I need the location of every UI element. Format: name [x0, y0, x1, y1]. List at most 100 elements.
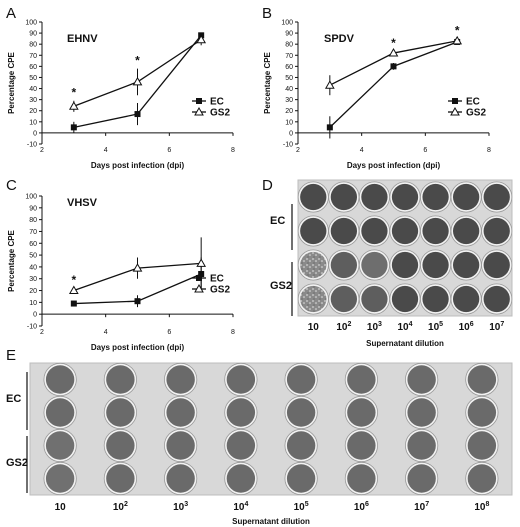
- chart-panel-b: B SPDV -10 0 10 20 30 40 50 60 70 80 90 100 2 4 6 8 Days p…: [262, 5, 491, 170]
- well: [361, 183, 388, 211]
- dilution-label: 105: [428, 321, 443, 333]
- significance-star: *: [135, 54, 140, 68]
- y-tick-label: 100: [25, 194, 37, 201]
- y-tick-label: 10: [285, 119, 293, 126]
- data-point: [68, 285, 79, 295]
- dilution-base: 10: [474, 502, 486, 513]
- well: [286, 365, 316, 394]
- row-group-label: GS2: [270, 280, 292, 292]
- legend-marker: [194, 283, 204, 293]
- well: [166, 464, 195, 493]
- y-tick-label: 0: [289, 130, 293, 137]
- well: [330, 251, 358, 279]
- data-point: [134, 111, 141, 118]
- x-tick-label: 6: [423, 147, 427, 154]
- x-tick-label: 8: [231, 329, 235, 336]
- x-tick-label: 2: [40, 329, 44, 336]
- y-tick-label: 60: [285, 64, 293, 71]
- dilution-exponent: 3: [378, 321, 382, 328]
- y-tick-label: 50: [285, 75, 293, 82]
- dilution-label: 105: [294, 501, 309, 513]
- well: [300, 251, 327, 279]
- x-tick-label: 2: [296, 147, 300, 154]
- chart-title: SPDV: [324, 33, 355, 45]
- well: [347, 398, 376, 427]
- well: [45, 398, 75, 427]
- well: [467, 431, 497, 460]
- well: [286, 431, 316, 460]
- dilution-exponent: 7: [500, 321, 504, 328]
- well: [452, 217, 480, 245]
- y-tick-label: 30: [29, 276, 37, 283]
- dilution-exponent: 5: [439, 321, 443, 328]
- y-tick-label: -10: [283, 142, 293, 149]
- well: [467, 464, 497, 493]
- data-point: [326, 124, 333, 131]
- legend-marker: [196, 98, 202, 104]
- legend-label: GS2: [210, 108, 230, 119]
- well: [226, 431, 256, 460]
- dilution-label: 104: [233, 501, 248, 513]
- data-point: [196, 34, 207, 44]
- dilution-base: 10: [459, 322, 471, 333]
- x-tick-label: 8: [231, 147, 235, 154]
- well: [226, 464, 256, 493]
- dilution-base: 10: [428, 322, 440, 333]
- data-point: [324, 80, 335, 89]
- legend-marker: [196, 275, 202, 281]
- well: [166, 431, 195, 460]
- y-tick-label: 50: [29, 75, 37, 82]
- y-tick-label: 30: [285, 97, 293, 104]
- y-tick-label: 70: [285, 53, 293, 60]
- dilution-exponent: 4: [409, 321, 413, 328]
- y-axis-label: Percentage CPE: [7, 51, 16, 113]
- panel-letter: E: [6, 347, 16, 364]
- panel-letter: C: [6, 177, 17, 194]
- y-tick-label: 80: [29, 42, 37, 49]
- well: [361, 217, 388, 245]
- well: [45, 365, 75, 394]
- dilution-base: 10: [489, 322, 501, 333]
- series-gs2: [68, 34, 207, 112]
- data-point: [132, 263, 143, 272]
- y-tick-label: -10: [27, 324, 37, 331]
- data-point: [134, 298, 141, 305]
- well: [166, 398, 195, 427]
- data-point: [70, 124, 77, 131]
- plate-background: [29, 362, 513, 496]
- panel-letter: A: [6, 5, 16, 22]
- well: [407, 365, 436, 394]
- dilution-label: 107: [489, 321, 504, 333]
- dilution-exponent: 2: [124, 501, 128, 508]
- well: [106, 431, 135, 460]
- well: [347, 464, 376, 493]
- dilution-label: 10: [55, 502, 67, 513]
- well: [391, 217, 419, 245]
- dilution-label: 106: [354, 501, 369, 513]
- dilution-exponent: 5: [305, 501, 309, 508]
- dilution-exponent: 6: [365, 501, 369, 508]
- y-tick-label: 100: [281, 20, 293, 27]
- y-tick-label: 80: [29, 217, 37, 224]
- dilution-exponent: 8: [485, 501, 489, 508]
- well: [361, 285, 388, 313]
- y-tick-label: 90: [285, 31, 293, 38]
- well: [391, 285, 419, 313]
- well: [422, 183, 449, 211]
- dilution-label: 102: [113, 501, 128, 513]
- chart-title: EHNV: [67, 33, 98, 45]
- chart-title: VHSV: [67, 197, 98, 209]
- legend-label: EC: [210, 274, 224, 285]
- dilution-base: 10: [233, 502, 245, 513]
- series-gs2: [68, 237, 207, 295]
- y-tick-label: 20: [29, 288, 37, 295]
- well: [467, 365, 497, 394]
- dilution-exponent: 4: [244, 501, 248, 508]
- dilution-base: 10: [414, 502, 426, 513]
- well: [226, 365, 256, 394]
- dilution-exponent: 7: [425, 501, 429, 508]
- dilution-label: 10: [308, 322, 320, 333]
- y-tick-label: 60: [29, 64, 37, 71]
- dilution-base: 10: [55, 502, 67, 513]
